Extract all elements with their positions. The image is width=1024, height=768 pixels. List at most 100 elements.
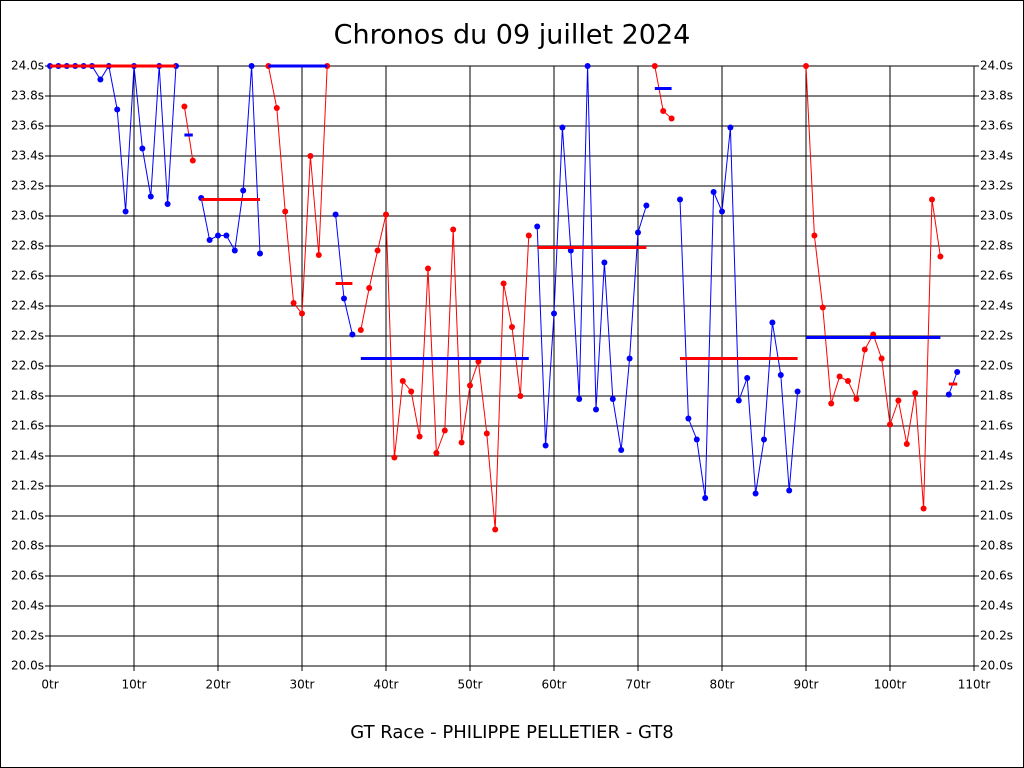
lap-point xyxy=(727,124,734,131)
y2-tick-label: 23.0s xyxy=(980,209,1013,223)
y2-tick-label: 21.6s xyxy=(980,419,1013,433)
lap-point xyxy=(391,454,398,461)
lap-point xyxy=(794,388,801,395)
y-tick-label: 22.2s xyxy=(11,329,44,343)
y2-tick-label: 20.2s xyxy=(980,629,1013,643)
lap-point xyxy=(811,232,818,239)
x-tick-label: 100tr xyxy=(874,678,907,692)
lap-point xyxy=(425,265,431,272)
y2-tick-label: 23.4s xyxy=(980,149,1013,163)
y-tick-label: 23.6s xyxy=(11,119,44,133)
chart-subtitle: GT Race - PHILIPPE PELLETIER - GT8 xyxy=(350,722,673,743)
lap-point xyxy=(769,319,776,326)
y-tick-label: 20.4s xyxy=(11,599,44,613)
y2-tick-label: 22.6s xyxy=(980,269,1013,283)
lap-point xyxy=(299,310,305,317)
lap-point xyxy=(257,250,263,257)
y2-tick-label: 20.4s xyxy=(980,599,1013,613)
x-tick-label: 70tr xyxy=(626,678,651,692)
lap-point xyxy=(349,331,356,338)
lap-point xyxy=(702,495,709,501)
x-tick-label: 10tr xyxy=(122,678,147,692)
lap-point xyxy=(206,237,213,243)
y2-tick-label: 22.0s xyxy=(980,359,1013,373)
y-tick-label: 21.4s xyxy=(11,449,44,463)
y2-tick-label: 23.6s xyxy=(980,119,1013,133)
lap-point xyxy=(719,208,725,215)
lap-point xyxy=(878,355,885,362)
lap-point xyxy=(551,310,557,317)
lap-point xyxy=(315,252,322,258)
lap-point xyxy=(660,108,667,114)
lap-point xyxy=(215,232,221,239)
lap-point xyxy=(559,124,566,131)
lap-point xyxy=(954,369,961,375)
lap-point xyxy=(416,433,423,440)
lap-point xyxy=(677,196,683,203)
y2-tick-label: 21.4s xyxy=(980,449,1013,463)
lap-point xyxy=(903,441,910,447)
plot-frame xyxy=(49,65,975,667)
y2-tick-label: 23.8s xyxy=(980,89,1013,103)
lap-point xyxy=(693,436,700,443)
y2-tick-label: 21.0s xyxy=(980,509,1013,523)
lap-point xyxy=(735,397,742,404)
lap-point xyxy=(399,378,406,384)
x-tick-label: 60tr xyxy=(542,678,567,692)
lap-point xyxy=(97,76,104,83)
lap-point xyxy=(357,327,364,333)
lap-point xyxy=(643,202,650,209)
y-tick-label: 23.8s xyxy=(11,89,44,103)
y-tick-label: 22.6s xyxy=(11,269,44,283)
lap-point xyxy=(492,526,499,533)
lap-point xyxy=(828,400,835,407)
x-tick-label: 90tr xyxy=(794,678,819,692)
lap-point xyxy=(845,378,851,384)
x-tick-label: 40tr xyxy=(374,678,399,692)
lap-point xyxy=(458,439,465,446)
y-tick-label: 20.2s xyxy=(11,629,44,643)
lap-point xyxy=(189,157,196,164)
lap-point xyxy=(139,145,146,152)
lap-point xyxy=(929,196,935,203)
lap-point xyxy=(920,505,927,512)
lap-point xyxy=(450,226,457,233)
x-tick-label: 30tr xyxy=(290,678,315,692)
y2-tick-label: 22.2s xyxy=(980,329,1013,343)
lap-point xyxy=(164,201,171,207)
lap-point xyxy=(576,396,583,402)
lap-point xyxy=(542,442,549,449)
y-tick-label: 21.2s xyxy=(11,479,44,493)
y-tick-label: 23.4s xyxy=(11,149,44,163)
lap-point xyxy=(483,430,490,437)
lap-point xyxy=(710,189,717,195)
lap-point xyxy=(383,211,389,218)
y-tick-label: 21.0s xyxy=(11,509,44,523)
lap-point xyxy=(307,153,314,159)
lap-point xyxy=(181,103,188,110)
y-tick-label: 21.8s xyxy=(11,389,44,403)
y-tick-label: 22.0s xyxy=(11,359,44,373)
lap-point xyxy=(895,397,902,404)
y2-tick-label: 24.0s xyxy=(980,59,1013,73)
x-tick-label: 20tr xyxy=(206,678,231,692)
lap-point xyxy=(282,208,289,215)
y2-tick-label: 22.4s xyxy=(980,299,1013,313)
x-tick-label: 50tr xyxy=(458,678,483,692)
lap-point xyxy=(752,490,759,497)
lap-point xyxy=(408,388,415,395)
lap-point xyxy=(332,211,339,218)
y2-tick-label: 21.8s xyxy=(980,389,1013,403)
lap-point xyxy=(601,259,608,266)
lap-point xyxy=(945,391,952,398)
lap-point xyxy=(231,247,238,254)
lap-point xyxy=(853,396,860,402)
lap-point xyxy=(618,447,625,453)
lap-point xyxy=(500,280,507,287)
lap-point xyxy=(341,295,347,302)
lap-point xyxy=(433,450,440,456)
lap-point xyxy=(761,436,767,443)
